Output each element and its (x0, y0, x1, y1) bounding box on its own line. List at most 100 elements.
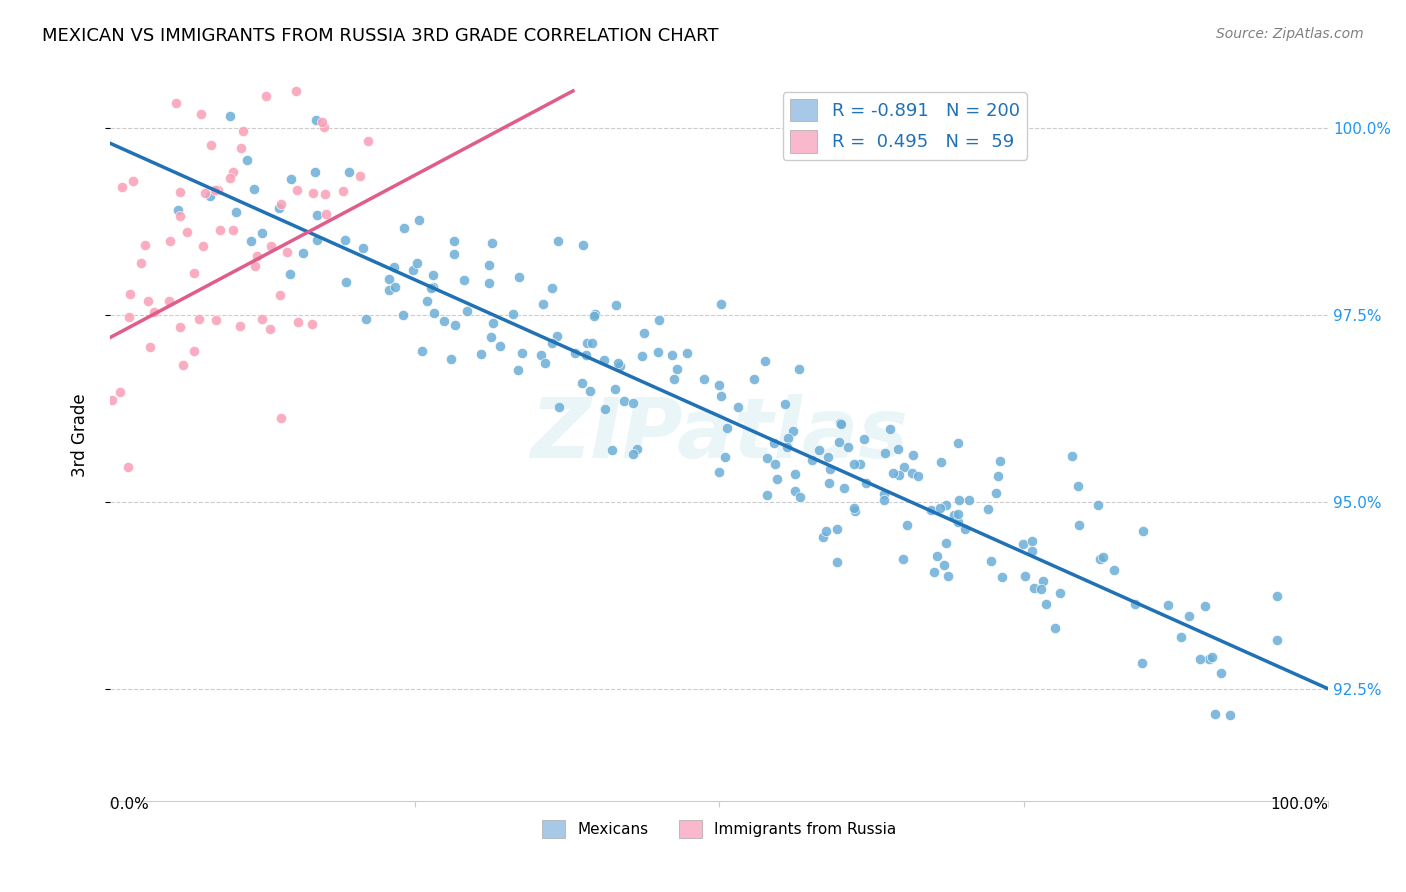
Text: 0.0%: 0.0% (110, 797, 149, 812)
Point (252, 312, 274, 326)
Point (889, 467, 911, 482)
Point (1123, 597, 1146, 611)
Point (648, 312, 671, 326)
Point (315, 206, 337, 220)
Point (693, 372, 716, 386)
Point (1170, 630, 1192, 644)
Point (502, 307, 524, 321)
Point (818, 475, 841, 490)
Point (844, 503, 866, 517)
Point (240, 235, 263, 249)
Point (278, 267, 301, 281)
Point (183, 344, 205, 359)
Text: 100.0%: 100.0% (1270, 797, 1329, 812)
Point (508, 269, 530, 284)
Point (478, 258, 501, 272)
Point (250, 226, 273, 240)
Point (169, 320, 191, 334)
Point (547, 401, 569, 415)
Point (827, 555, 849, 569)
Point (756, 488, 779, 502)
Point (929, 455, 952, 469)
Point (314, 120, 336, 135)
Point (593, 353, 616, 368)
Point (422, 268, 444, 282)
Point (842, 457, 865, 471)
Point (287, 315, 309, 329)
Point (285, 84, 308, 98)
Point (129, 256, 152, 270)
Point (221, 223, 243, 237)
Point (139, 340, 162, 354)
Point (423, 306, 446, 320)
Point (120, 287, 142, 301)
Point (595, 401, 617, 416)
Point (882, 466, 904, 480)
Point (935, 498, 957, 512)
Point (353, 241, 375, 255)
Point (301, 317, 323, 331)
Point (605, 298, 627, 312)
Point (419, 281, 441, 295)
Point (783, 484, 806, 499)
Point (169, 209, 191, 223)
Point (394, 221, 416, 235)
Point (481, 236, 503, 251)
Point (172, 358, 194, 372)
Point (1022, 582, 1045, 596)
Point (236, 153, 259, 168)
Point (470, 347, 492, 361)
Point (270, 197, 292, 211)
Point (269, 288, 291, 302)
Point (194, 186, 217, 200)
Point (661, 348, 683, 362)
Point (773, 396, 796, 410)
Point (789, 490, 811, 504)
Point (575, 348, 598, 362)
Point (605, 382, 627, 396)
Point (314, 187, 336, 202)
Point (948, 515, 970, 529)
Point (815, 524, 838, 538)
Point (243, 260, 266, 274)
Text: Source: ZipAtlas.com: Source: ZipAtlas.com (1216, 27, 1364, 41)
Y-axis label: 3rd Grade: 3rd Grade (72, 392, 89, 476)
Point (893, 460, 915, 475)
Point (1011, 536, 1033, 550)
Point (540, 281, 562, 295)
Point (302, 186, 325, 200)
Text: MEXICAN VS IMMIGRANTS FROM RUSSIA 3RD GRADE CORRELATION CHART: MEXICAN VS IMMIGRANTS FROM RUSSIA 3RD GR… (42, 27, 718, 45)
Point (402, 262, 425, 277)
Point (285, 183, 308, 197)
Point (254, 88, 277, 103)
Point (827, 435, 849, 450)
Point (1035, 597, 1057, 611)
Point (716, 421, 738, 435)
Point (411, 344, 433, 359)
Point (621, 447, 644, 461)
Point (169, 185, 191, 199)
Point (218, 170, 240, 185)
Point (378, 283, 401, 297)
Point (873, 492, 896, 507)
Point (609, 359, 631, 374)
Point (187, 312, 209, 326)
Point (1088, 551, 1111, 566)
Point (785, 467, 807, 482)
Point (934, 558, 956, 573)
Point (332, 184, 354, 198)
Point (440, 351, 463, 366)
Point (506, 362, 529, 376)
Legend: Mexicans, Immigrants from Russia: Mexicans, Immigrants from Russia (536, 814, 903, 845)
Point (1066, 479, 1088, 493)
Point (209, 222, 232, 236)
Point (510, 346, 533, 360)
Point (707, 465, 730, 479)
Point (1132, 524, 1154, 539)
Point (270, 411, 292, 425)
Point (901, 448, 924, 462)
Point (1130, 656, 1153, 670)
Point (167, 202, 190, 217)
Point (631, 350, 654, 364)
Point (176, 225, 198, 239)
